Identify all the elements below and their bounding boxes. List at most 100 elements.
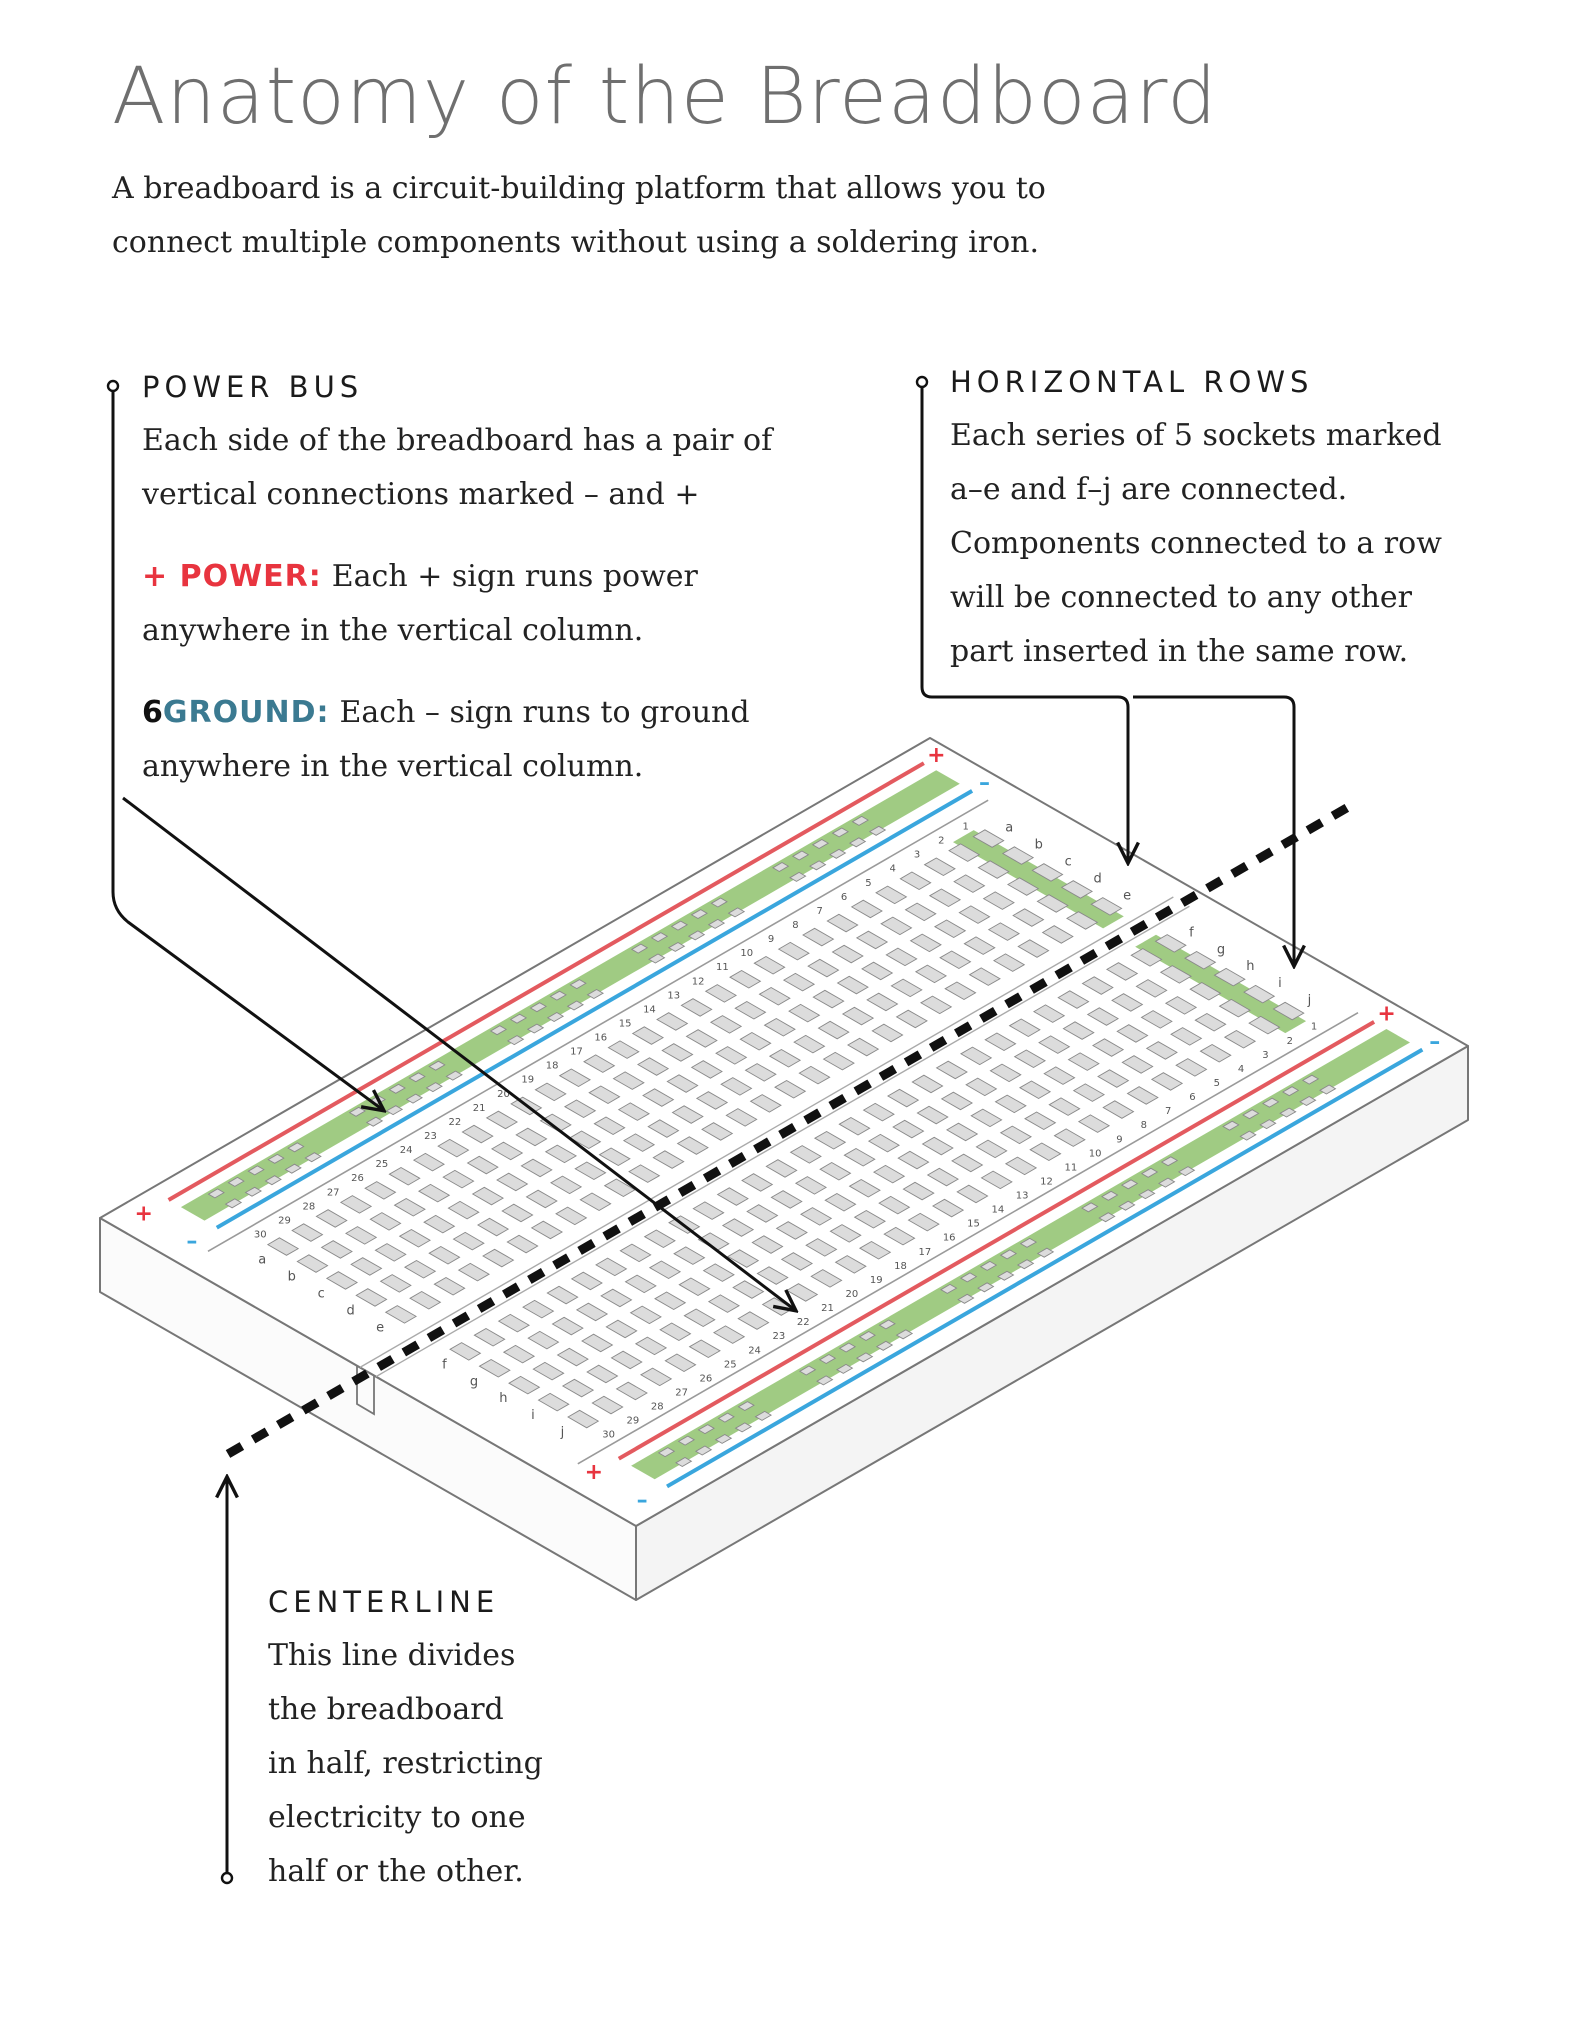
terminal-socket: [296, 1254, 329, 1273]
terminal-socket: [496, 1172, 529, 1192]
row-number: 5: [865, 878, 871, 889]
terminal-socket: [987, 922, 1020, 941]
terminal-socket: [266, 1237, 300, 1256]
terminal-socket: [753, 955, 786, 975]
row-number: 4: [890, 864, 896, 875]
terminal-socket: [447, 1200, 480, 1220]
row-number: 3: [914, 850, 920, 861]
rail-socket: [838, 1342, 857, 1353]
terminal-socket: [482, 1248, 515, 1268]
terminal-socket: [664, 1353, 697, 1373]
terminal-socket: [939, 950, 972, 970]
row-number: 30: [254, 1230, 267, 1241]
rail-socket: [1019, 1237, 1038, 1248]
terminal-socket: [867, 1133, 900, 1153]
column-letter: c: [318, 1286, 325, 1301]
terminal-socket: [789, 1145, 822, 1164]
terminal-socket: [878, 1195, 911, 1215]
minus-sign: –: [637, 1488, 648, 1513]
terminal-socket: [834, 1255, 867, 1274]
terminal-socket: [921, 1136, 954, 1156]
terminal-socket: [575, 1302, 609, 1322]
minus-sign: –: [186, 1229, 197, 1254]
power-description-line-1: + POWER: Each + sign runs power: [142, 550, 842, 604]
terminal-socket: [777, 941, 810, 961]
power-label: + POWER:: [142, 559, 322, 594]
center-channel-edge-2: [375, 905, 1190, 1378]
terminal-socket: [951, 1153, 984, 1173]
rail-socket: [304, 1152, 322, 1163]
row-number: 17: [918, 1247, 931, 1258]
terminal-socket: [695, 1091, 729, 1110]
board-labels: +–+–+–+–11223344556677889910101111121213…: [134, 743, 1440, 1513]
column-letter: g: [1217, 942, 1225, 957]
terminal-socket: [1057, 990, 1090, 1009]
terminal-socket: [746, 1204, 779, 1223]
terminal-socket: [291, 1223, 324, 1242]
terminal-socket: [398, 1228, 431, 1248]
rail-socket: [798, 1365, 817, 1376]
row-number: 14: [643, 1004, 656, 1015]
terminal-socket: [379, 1274, 412, 1293]
terminal-socket: [688, 1339, 721, 1359]
column-letter: b: [1035, 838, 1043, 853]
terminal-socket: [1199, 1043, 1232, 1063]
rail-socket: [670, 920, 689, 931]
terminal-socket: [704, 984, 738, 1003]
row-number: 8: [1141, 1120, 1147, 1131]
terminal-socket: [610, 1350, 643, 1370]
row-number: 10: [740, 948, 753, 959]
row-number: 29: [627, 1416, 640, 1427]
rail-socket: [264, 1175, 282, 1186]
terminal-socket: [409, 1290, 442, 1310]
terminal-socket: [404, 1259, 437, 1279]
terminal-socket: [506, 1234, 539, 1254]
terminal-socket: [1017, 939, 1050, 958]
board-sections: [207, 799, 1359, 1465]
rail-socket: [1138, 1189, 1156, 1200]
rail-socket: [408, 1072, 426, 1083]
rail-socket: [247, 1165, 265, 1176]
terminal-socket: [853, 1209, 887, 1229]
terminal-socket: [530, 1220, 564, 1240]
terminal-socket: [1194, 1012, 1227, 1032]
row-number: 22: [448, 1117, 461, 1128]
terminal-socket: [1043, 1066, 1076, 1085]
terminal-socket: [907, 1212, 940, 1232]
terminal-socket: [497, 1313, 531, 1333]
socket-grid: [207, 815, 1337, 1468]
terminal-socket: [980, 1170, 1013, 1190]
terminal-socket: [1184, 950, 1217, 970]
terminal-socket: [775, 1221, 808, 1240]
rail-socket: [690, 909, 709, 920]
terminal-socket: [617, 1102, 651, 1121]
terminal-socket: [807, 958, 840, 978]
rail-socket: [1318, 1084, 1337, 1095]
row-number: 7: [817, 906, 823, 917]
terminal-socket: [355, 1288, 388, 1307]
terminal-socket: [1170, 1027, 1203, 1046]
terminal-socket: [388, 1166, 421, 1186]
terminal-socket: [412, 1152, 445, 1172]
terminal-socket: [902, 1181, 935, 1201]
terminal-socket: [721, 1218, 755, 1237]
terminal-socket: [648, 1260, 682, 1280]
rail-socket: [851, 815, 869, 826]
row-number: 20: [846, 1289, 859, 1300]
rail-socket: [697, 1424, 715, 1435]
terminal-socket: [466, 1155, 499, 1175]
terminal-socket: [707, 1294, 740, 1313]
terminal-socket: [890, 978, 923, 998]
terminal-socket: [883, 1226, 916, 1246]
row-number: 18: [894, 1261, 907, 1272]
terminal-socket: [1223, 1029, 1257, 1049]
center-channel-edge-1: [359, 896, 1174, 1368]
terminal-socket: [652, 1150, 685, 1169]
terminal-socket: [520, 1158, 553, 1178]
terminal-socket: [1067, 1052, 1100, 1071]
terminal-socket: [579, 1192, 612, 1212]
horizontal-rows-line-3: Components connected to a row: [950, 526, 1442, 561]
terminal-socket: [824, 1192, 857, 1212]
terminal-socket: [690, 1060, 723, 1079]
